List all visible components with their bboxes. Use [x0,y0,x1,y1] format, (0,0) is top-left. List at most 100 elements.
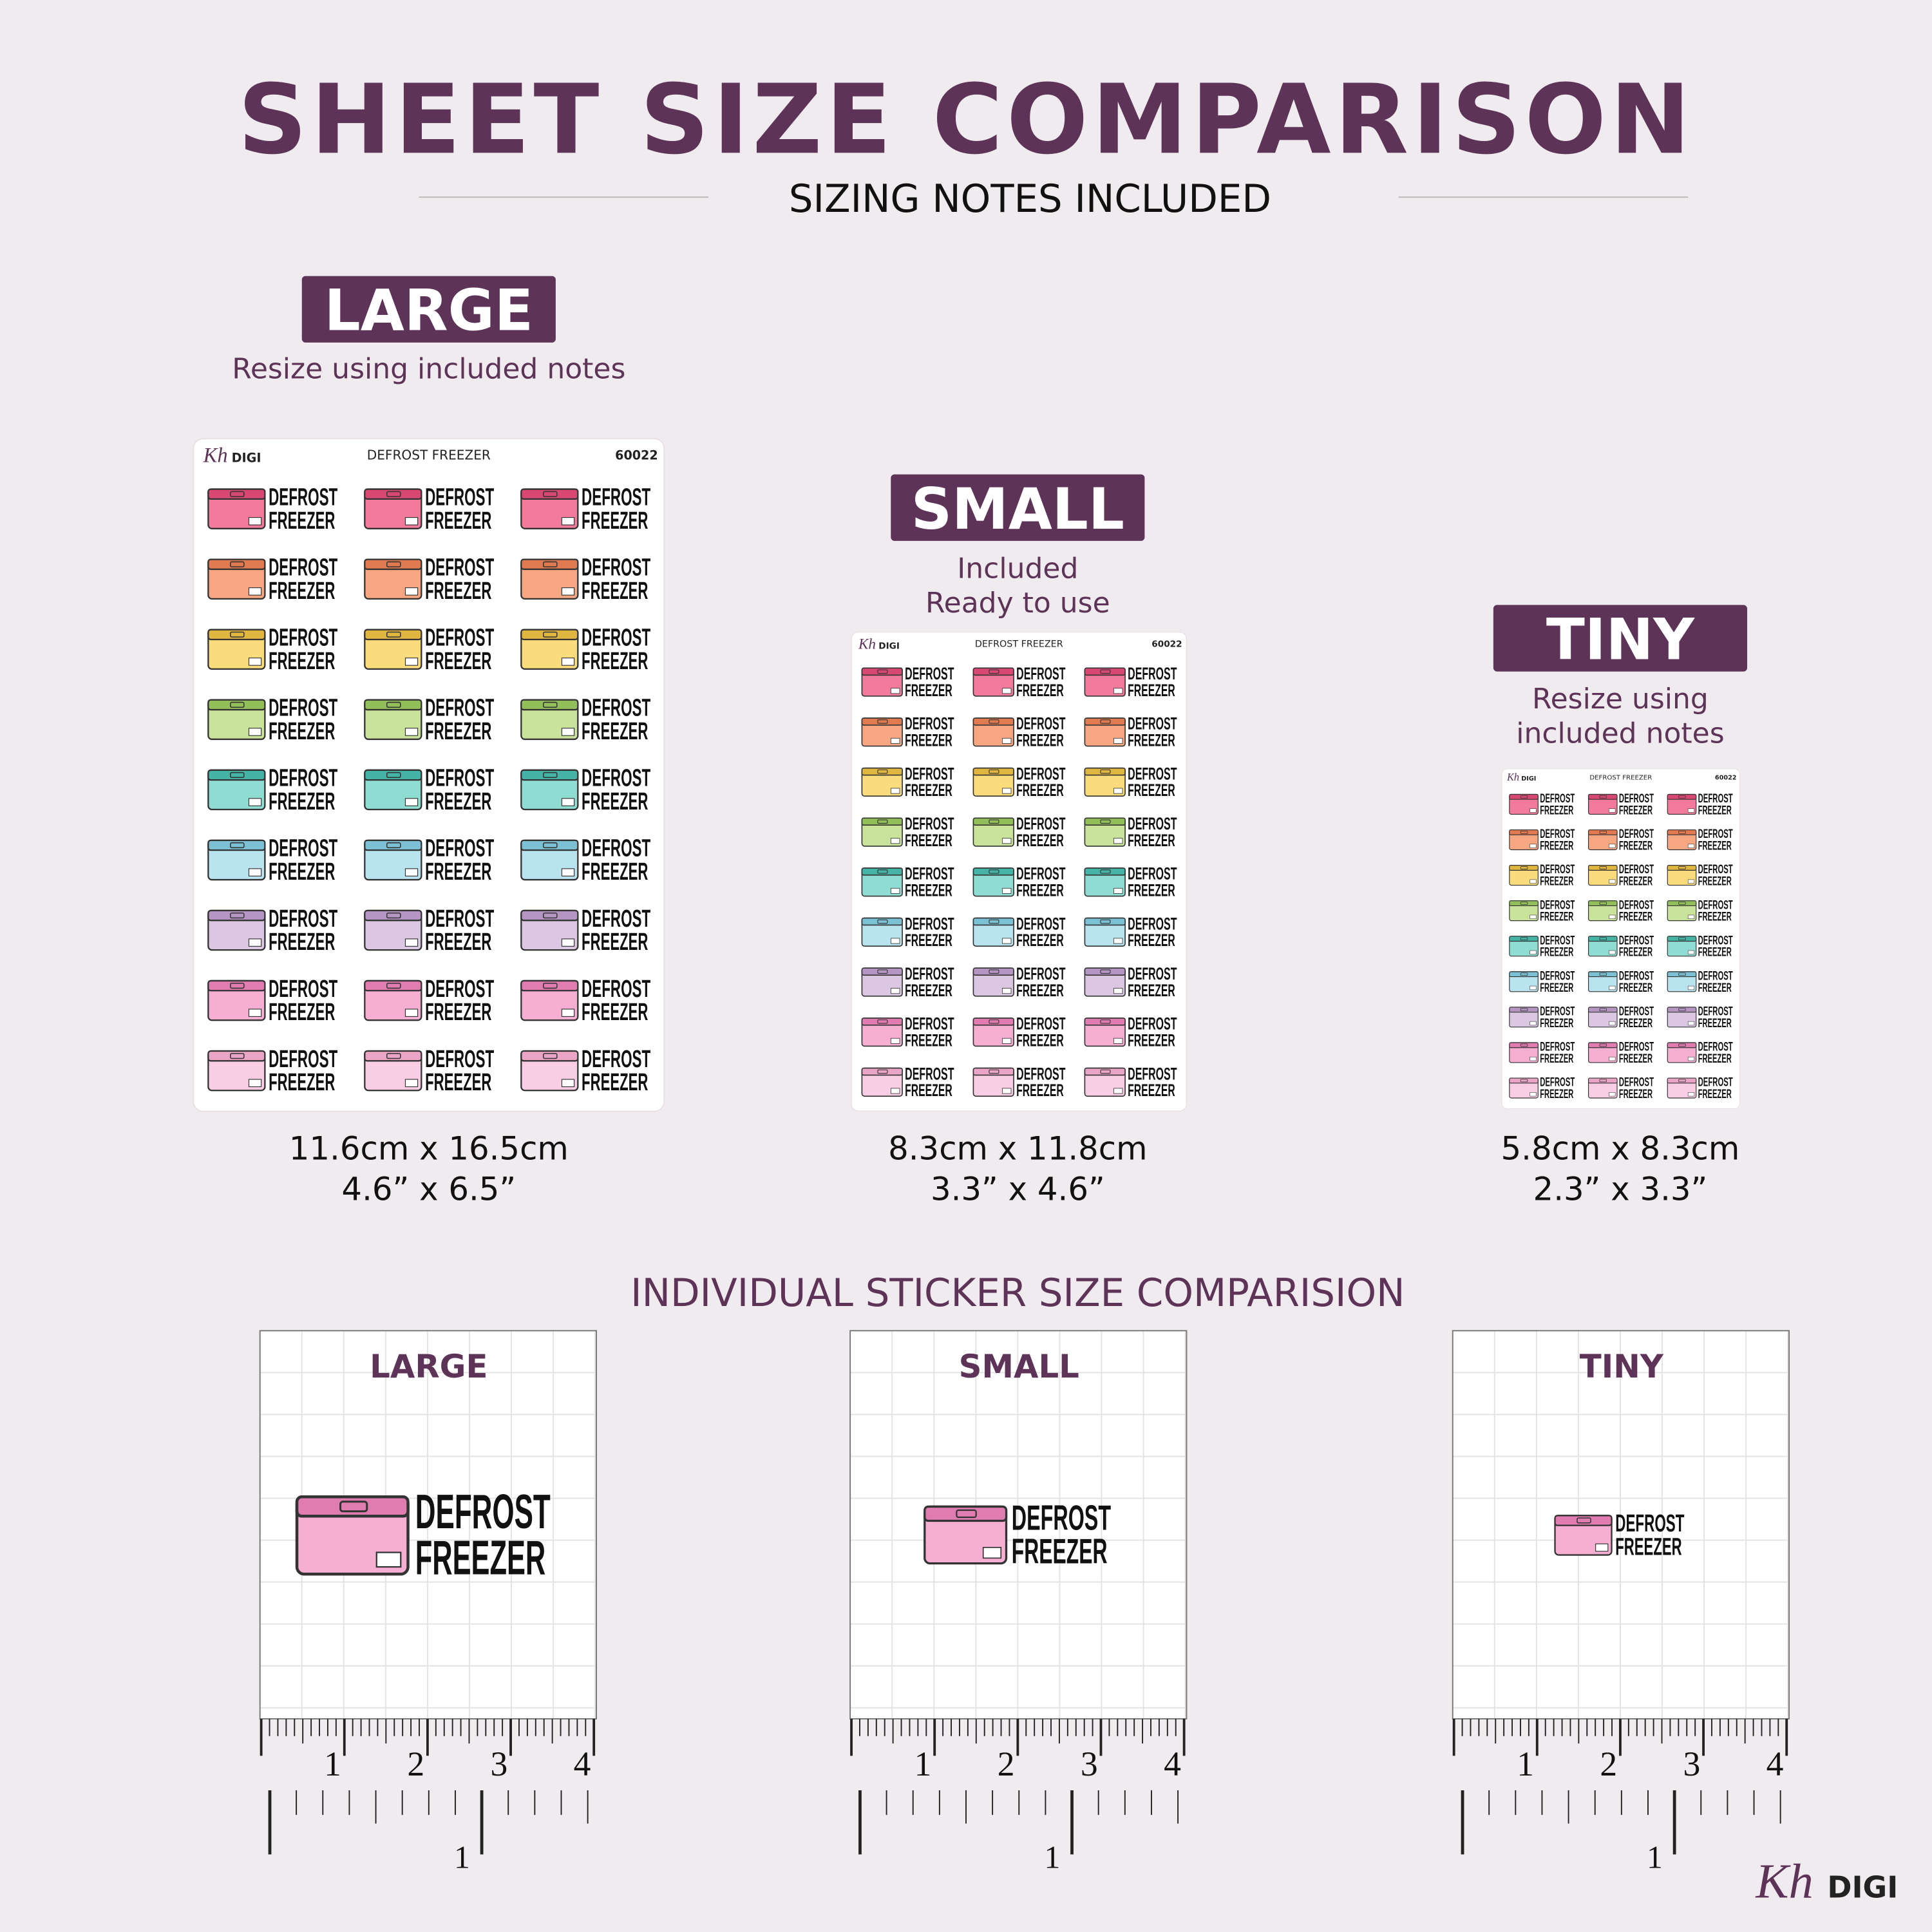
sticker-text: FREEZER [269,998,335,1026]
sticker-text: DEFROST [1016,763,1065,783]
sticker-text: FREEZER [1619,981,1653,995]
freezer-handle [989,669,999,674]
sticker-text: DEFROST [425,835,494,862]
sticker-text: DEFROST [1619,1076,1654,1090]
freezer-panel [982,1547,1002,1559]
freezer-handle [1599,866,1607,869]
title: SHEET SIZE COMPARISON [238,64,1694,176]
sheet-brand: Kh [1506,771,1519,783]
sticker-text: FREEZER [1619,875,1653,889]
sticker-text: FREEZER [425,1068,491,1096]
sticker-text: FREEZER [425,647,491,675]
brand-script: Kh [1755,1853,1813,1908]
freezer-handle [542,1053,558,1059]
freezer-handle [230,491,245,497]
sticker-text: DEFROST [425,624,494,652]
freezer-panel [375,1551,402,1568]
freezer-panel [1609,1092,1616,1097]
freezer-handle [989,919,999,924]
sticker-text: DEFROST [1128,864,1177,884]
sticker-text: DEFROST [1540,1076,1575,1090]
freezer-handle [1520,795,1528,799]
freezer-panel [1687,1056,1695,1061]
sticker-text: FREEZER [1540,875,1573,889]
freezer-panel [890,737,900,744]
freezer-panel [1001,737,1012,744]
dimensions: 11.6cm x 16.5cm [289,1130,569,1167]
sheet-code: 60022 [1715,774,1737,781]
ruler-cm-label: 2 [1600,1745,1617,1783]
freezer-panel [1687,879,1695,884]
sticker-text: FREEZER [582,577,648,605]
freezer-handle [1599,972,1607,976]
freezer-handle [1599,795,1607,799]
freezer-panel [1530,1021,1537,1026]
footer-brand: Kh DIGI [1755,1853,1898,1908]
freezer-handle [386,631,401,638]
sticker-text: DEFROST [1016,813,1065,833]
sticker-text: FREEZER [1128,930,1175,950]
size-note: Ready to use [925,587,1110,620]
sticker-text: FREEZER [1540,946,1573,960]
sticker-text: FREEZER [1540,1088,1573,1101]
freezer-panel [561,587,575,596]
sticker-text: DEFROST [1698,1005,1733,1018]
sticker-text: FREEZER [1016,930,1064,950]
sticker-text: FREEZER [425,788,491,815]
freezer-handle [1599,1008,1607,1012]
sticker-text: FREEZER [269,928,335,956]
freezer-handle [877,819,888,824]
ruler-cm-label: 3 [1081,1745,1098,1783]
sticker-text: DEFROST [269,975,337,1003]
sticker-text: FREEZER [1012,1531,1108,1571]
sticker-text: FREEZER [1128,830,1175,850]
sticker-text: DEFROST [905,1063,954,1083]
freezer-handle [230,561,245,567]
sticker-text: FREEZER [425,998,491,1026]
freezer-panel [1530,914,1537,920]
sticker-text: DEFROST [425,764,494,792]
sticker-text: DEFROST [269,1045,337,1073]
freezer-handle [877,769,888,774]
sticker-text: DEFROST [1540,792,1575,806]
dimensions: 4.6” x 6.5” [341,1171,516,1208]
freezer-handle [542,561,558,567]
freezer-handle [230,772,245,779]
sticker-text: DEFROST [905,714,954,734]
freezer-handle [1520,831,1528,834]
sticker-text: FREEZER [269,717,335,745]
sticker-text: DEFROST [1128,763,1177,783]
sticker-text: FREEZER [269,647,335,675]
ruler-cm-label: 1 [324,1745,341,1783]
sticker-text: FREEZER [1698,875,1732,889]
sticker-text: DEFROST [1619,898,1654,912]
freezer-handle [1100,769,1111,774]
freezer-panel [890,887,900,894]
sticker-text: DEFROST [269,764,337,792]
ruler-cm-label: 4 [1164,1745,1181,1783]
sticker-text: FREEZER [1540,839,1573,853]
sticker-text: FREEZER [1016,730,1064,750]
sticker-text: DEFROST [425,694,494,722]
freezer-panel [890,838,900,844]
freezer-panel [1530,1056,1537,1061]
sticker-text: FREEZER [1016,680,1064,700]
sheet: Kh DIGI DEFROST FREEZER 60022DEFROSTFREEZER… [1501,768,1740,1109]
sticker-text: FREEZER [1540,1052,1573,1066]
sticker-text: DEFROST [1698,1041,1733,1054]
